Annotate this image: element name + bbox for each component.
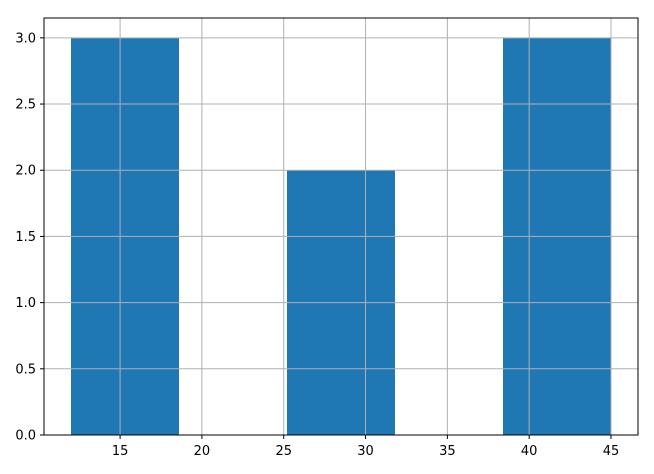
x-tick-label: 45	[603, 444, 620, 459]
y-tick-label: 1.0	[15, 296, 36, 311]
y-axis-ticks: 0.0 0.5 1.0 1.5 2.0 2.5 3.0	[15, 31, 44, 444]
y-tick-label: 2.5	[15, 98, 36, 113]
x-tick-label: 35	[439, 444, 456, 459]
y-tick-label: 1.5	[15, 230, 36, 245]
y-tick-label: 0.5	[15, 362, 36, 377]
x-tick-label: 25	[275, 444, 292, 459]
axes-frame	[43, 17, 639, 436]
y-tick-label: 2.0	[15, 164, 36, 179]
grid-group	[44, 18, 638, 436]
x-axis-ticks: 15 20 25 30 35 40 45	[112, 435, 619, 459]
y-tick-label: 0.0	[15, 429, 36, 444]
x-tick-label: 30	[357, 444, 374, 459]
x-tick-label: 40	[521, 444, 538, 459]
x-tick-label: 20	[194, 444, 211, 459]
y-tick-label: 3.0	[15, 31, 36, 46]
x-tick-label: 15	[112, 444, 129, 459]
